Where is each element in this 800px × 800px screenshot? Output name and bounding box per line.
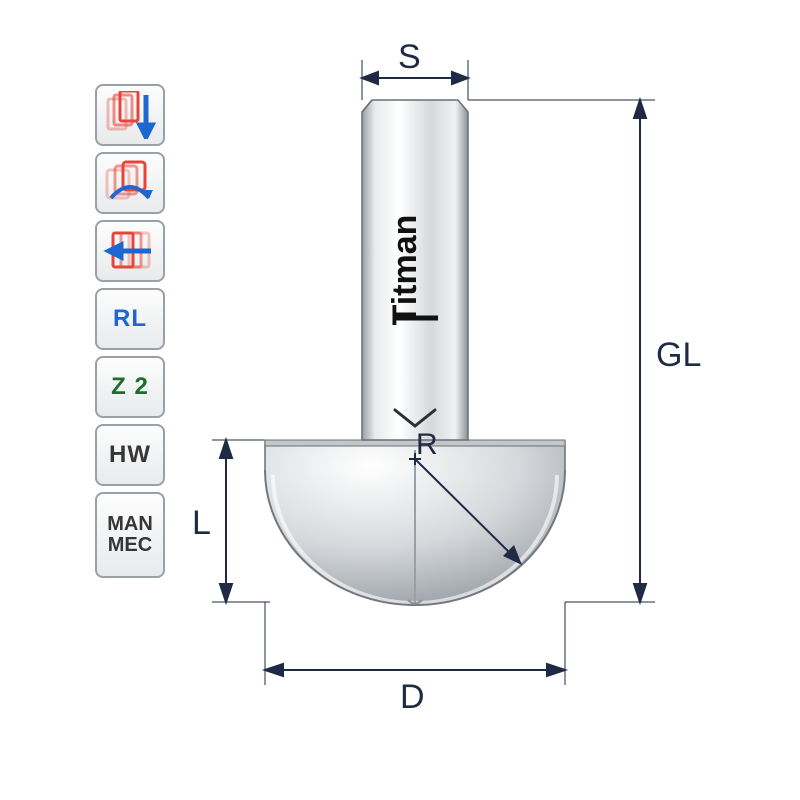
dimension-gl xyxy=(634,100,646,602)
dimension-d-label: D xyxy=(400,678,425,717)
dimension-r-label: R xyxy=(416,428,438,461)
dimension-s-label: S xyxy=(398,38,421,77)
dimension-d xyxy=(265,664,565,676)
dimension-l xyxy=(220,440,232,602)
brand-label: Titman xyxy=(386,215,424,326)
dimension-l-label: L xyxy=(192,504,211,543)
dimension-gl-label: GL xyxy=(656,336,701,375)
